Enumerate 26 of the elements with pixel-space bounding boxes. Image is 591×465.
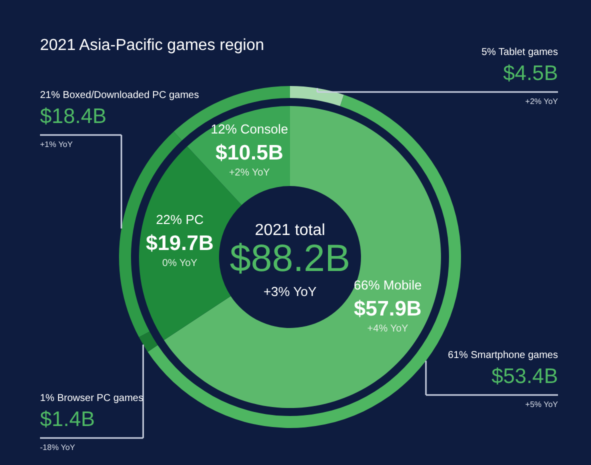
text: +3% YoY: [263, 284, 317, 299]
data-label: $1.4B: [40, 408, 95, 431]
donut-slice: [290, 86, 344, 106]
text: +4% YoY: [367, 324, 408, 335]
text: +1% YoY: [40, 140, 73, 149]
data-label: $10.5B: [216, 142, 284, 165]
text: -18% YoY: [40, 443, 76, 452]
text: +2% YoY: [525, 97, 558, 106]
chart-title: 2021 Asia-Pacific games region: [40, 37, 264, 54]
data-label: $19.7B: [146, 232, 214, 255]
donut-slice: [138, 332, 158, 352]
text: $88.2B: [230, 238, 350, 280]
data-label: $18.4B: [40, 105, 107, 128]
slice-label: 61% Smartphone games: [448, 350, 558, 361]
slice-label: 22% PC: [156, 212, 204, 227]
slice-label: 12% Console: [210, 122, 288, 137]
slice-label: 21% Boxed/Downloaded PC games: [40, 90, 199, 101]
data-label: $53.4B: [491, 365, 558, 388]
text: +2% YoY: [228, 168, 270, 179]
slice-label: 66% Mobile: [354, 278, 422, 293]
data-label: $57.9B: [354, 298, 422, 321]
slice-label: 5% Tablet games: [481, 47, 558, 58]
data-label: $4.5B: [503, 62, 558, 85]
text: 2021 total: [254, 222, 326, 239]
text: 0% YoY: [162, 258, 198, 269]
text: +5% YoY: [525, 400, 558, 409]
